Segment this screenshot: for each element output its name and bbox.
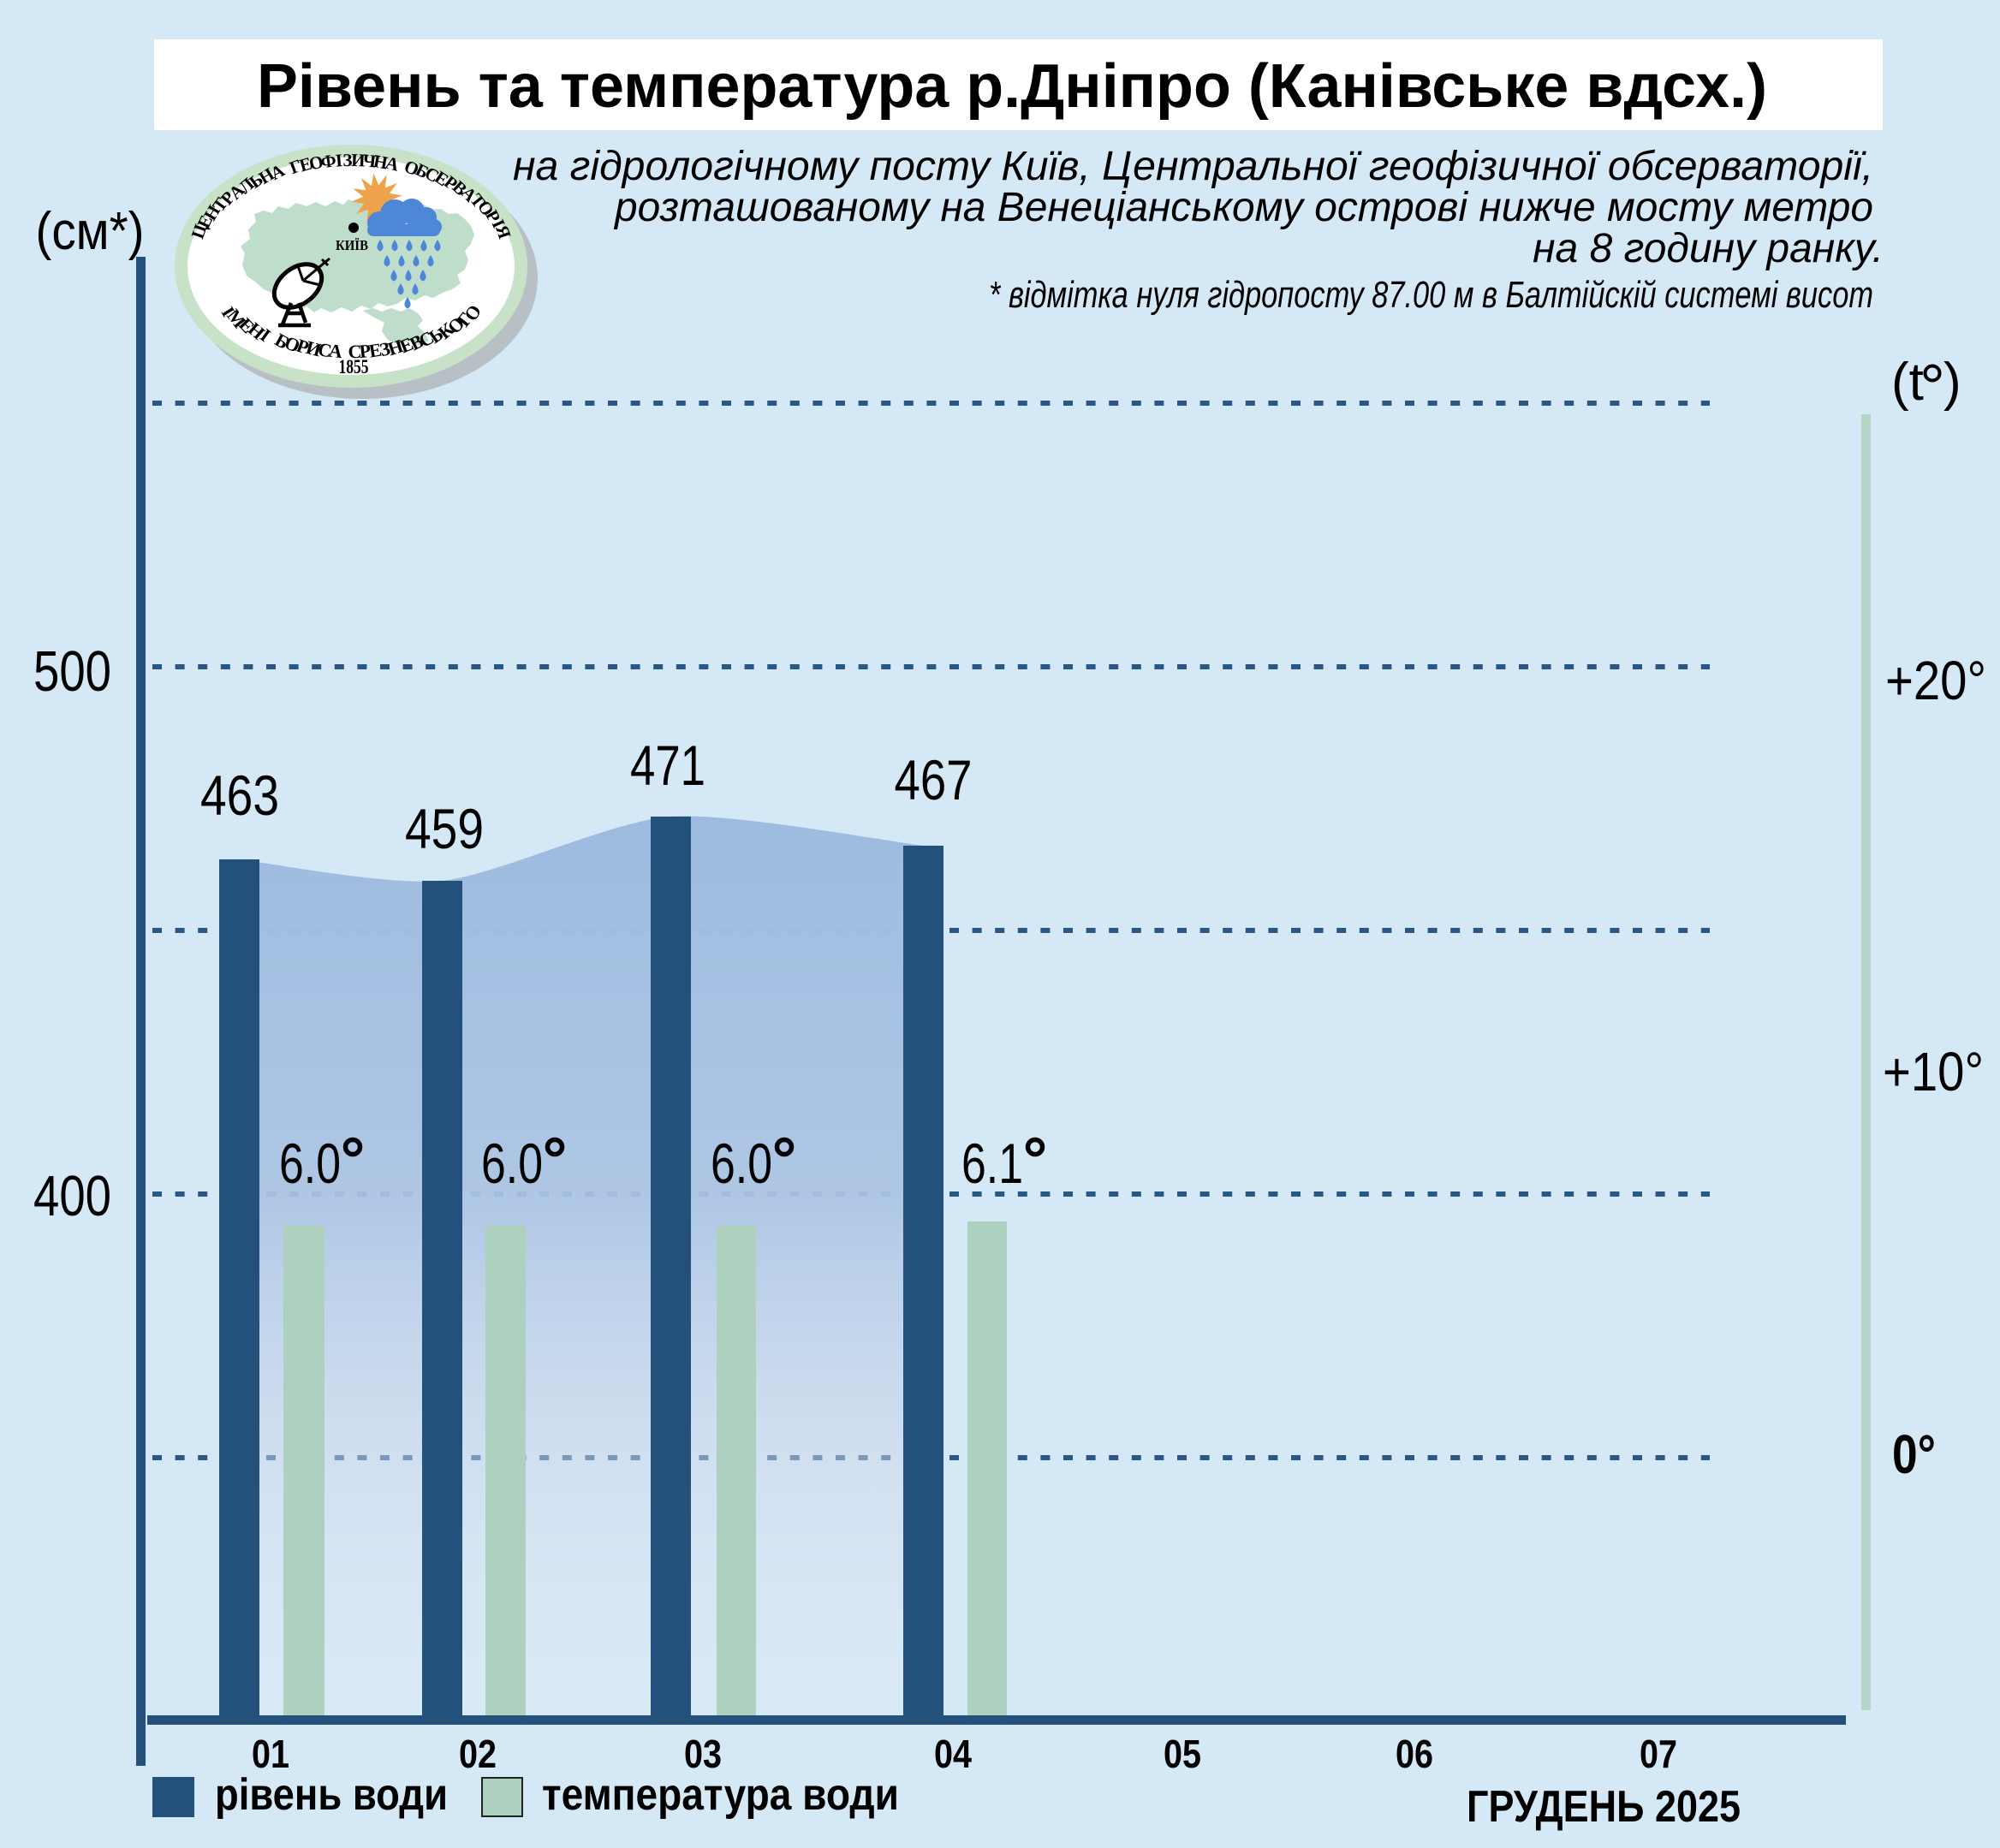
- svg-text:463: 463: [200, 764, 279, 827]
- svg-text:Р: Р: [358, 340, 372, 362]
- svg-text:Е: Е: [297, 153, 314, 176]
- svg-text:(см*): (см*): [36, 202, 145, 261]
- svg-text:З: З: [342, 150, 353, 170]
- svg-text:+10°: +10°: [1883, 1041, 1984, 1102]
- svg-text:на 8 годину ранку.: на 8 годину ранку.: [1533, 226, 1884, 271]
- svg-text:С: С: [316, 338, 333, 361]
- svg-text:): ): [1943, 353, 1961, 412]
- svg-text:Е: Е: [367, 339, 384, 362]
- svg-text:ГРУДЕНЬ 2025: ГРУДЕНЬ 2025: [1467, 1782, 1741, 1832]
- svg-text:С: С: [348, 341, 362, 362]
- svg-text:06: 06: [1396, 1732, 1433, 1776]
- svg-text:05: 05: [1164, 1732, 1201, 1776]
- svg-text:500: 500: [33, 639, 111, 704]
- svg-text:температура води: температура води: [542, 1770, 899, 1820]
- svg-text:Ф: Ф: [319, 150, 337, 172]
- svg-text:Я: Я: [491, 223, 515, 241]
- svg-text:А: А: [328, 340, 344, 363]
- svg-text:07: 07: [1640, 1732, 1677, 1776]
- svg-text:И: И: [304, 336, 324, 361]
- svg-text:рівень води: рівень води: [215, 1770, 448, 1820]
- svg-text:02: 02: [459, 1732, 497, 1776]
- svg-text:0°: 0°: [1892, 1423, 1936, 1485]
- svg-text:И: И: [351, 150, 366, 171]
- svg-text:01: 01: [252, 1732, 289, 1776]
- svg-text:Ч: Ч: [361, 150, 378, 172]
- svg-text:1855: 1855: [339, 356, 369, 377]
- svg-text:6.1: 6.1: [961, 1132, 1023, 1195]
- svg-text:І: І: [335, 150, 343, 171]
- svg-text:04: 04: [934, 1732, 972, 1776]
- svg-text:Н: Н: [372, 151, 389, 174]
- svg-text:А: А: [384, 152, 402, 175]
- svg-text:+20°: +20°: [1885, 650, 1986, 711]
- svg-text:Ц: Ц: [187, 222, 211, 241]
- svg-text:6.0: 6.0: [279, 1132, 341, 1195]
- svg-text:459: 459: [405, 797, 484, 860]
- svg-text:03: 03: [684, 1732, 722, 1776]
- svg-text:О: О: [307, 151, 325, 174]
- svg-text:* відмітка нуля гідропосту 87.: * відмітка нуля гідропосту 87.00 м в Бал…: [989, 274, 1873, 316]
- svg-text:на гідрологічному посту Київ,: на гідрологічному посту Київ, Центрально…: [513, 144, 1873, 189]
- svg-text:6.0: 6.0: [481, 1132, 543, 1195]
- svg-text:Рівень та температура р.Дніпро: Рівень та температура р.Дніпро (Канівськ…: [257, 52, 1767, 121]
- svg-text:471: 471: [630, 734, 705, 797]
- svg-text:розташованому на Венеціанськом: розташованому на Венеціанському острові …: [613, 185, 1873, 230]
- svg-text:(t: (t: [1891, 353, 1924, 412]
- svg-text:400: 400: [33, 1164, 111, 1228]
- svg-text:6.0: 6.0: [711, 1132, 772, 1195]
- svg-text:Н: Н: [385, 335, 406, 359]
- svg-text:467: 467: [895, 748, 973, 811]
- svg-text:КИЇВ: КИЇВ: [336, 237, 368, 253]
